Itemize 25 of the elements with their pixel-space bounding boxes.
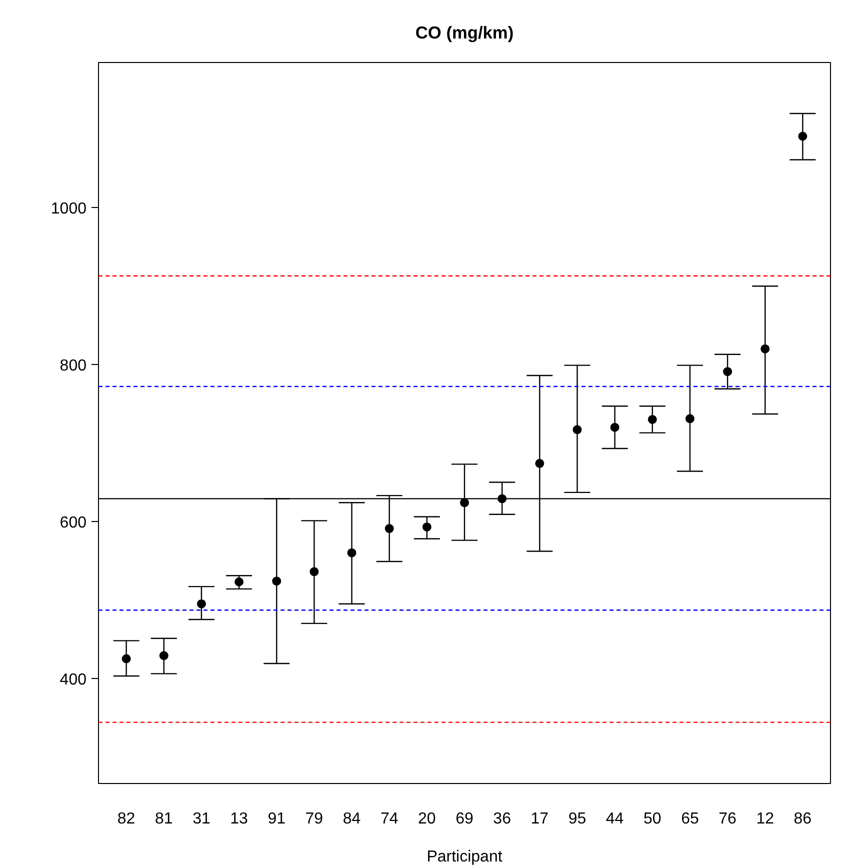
x-tick-label: 50 <box>643 810 662 828</box>
x-tick-label: 91 <box>268 810 286 828</box>
x-tick-label: 65 <box>681 810 699 828</box>
x-tick-label: 76 <box>718 810 737 828</box>
x-tick-label: 86 <box>794 810 812 828</box>
x-tick-label: 74 <box>380 810 398 828</box>
x-axis-title: Participant <box>426 848 503 866</box>
x-tick-label: 17 <box>530 810 549 828</box>
x-tick-label: 84 <box>342 810 361 828</box>
x-tick-label: 81 <box>154 810 173 828</box>
chart-title: CO (mg/km) <box>415 22 514 42</box>
x-tick-label: 13 <box>230 810 248 828</box>
x-tick-label: 20 <box>418 810 436 828</box>
y-tick-label: 600 <box>60 514 87 532</box>
x-tick-label: 95 <box>568 810 586 828</box>
y-tick-label: 1000 <box>50 200 87 218</box>
x-tick-label: 31 <box>192 810 210 828</box>
x-tick-label: 69 <box>456 810 474 828</box>
x-tick-label: 79 <box>305 810 324 828</box>
y-tick-label: 400 <box>60 671 87 688</box>
x-tick-label: 12 <box>756 810 774 828</box>
x-tick-label: 44 <box>606 810 624 828</box>
x-tick-label: 82 <box>117 810 136 828</box>
x-tick-label: 36 <box>493 810 512 828</box>
y-tick-label: 800 <box>60 358 87 375</box>
